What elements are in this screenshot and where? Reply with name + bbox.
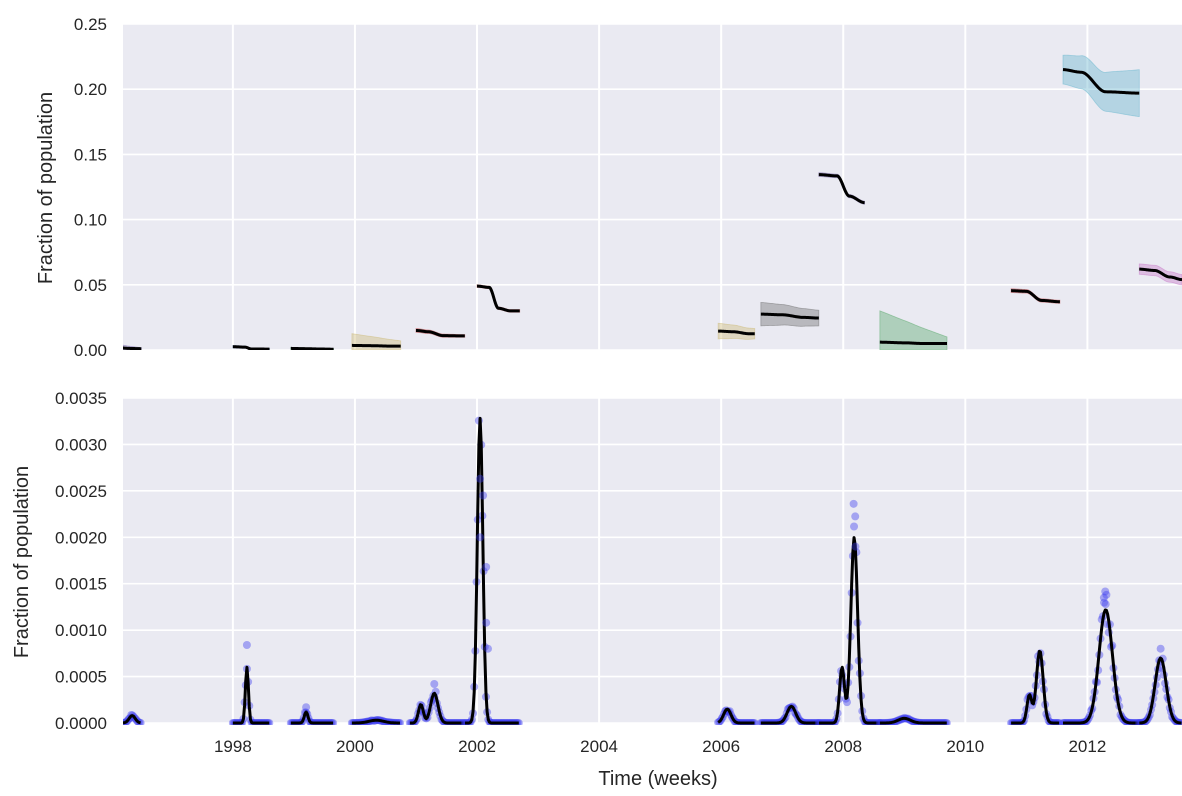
x-axis-label: Time (weeks)	[598, 768, 717, 790]
top-y-tick-label: 0.25	[74, 15, 107, 34]
observed-point	[1101, 600, 1110, 609]
model-line	[464, 416, 520, 725]
top-data-layer	[123, 54, 1182, 350]
observed-point	[476, 384, 484, 392]
top-y-tick-label: 0.00	[74, 341, 107, 360]
top-model-line	[232, 345, 270, 350]
x-tick-label: 1998	[214, 737, 252, 756]
bottom-y-axis-label: Fraction of population	[11, 466, 33, 658]
observed-point	[430, 680, 439, 688]
model-line	[351, 718, 401, 725]
observed-point	[484, 644, 493, 653]
observed-point	[850, 522, 859, 531]
bottom-y-tick-label: 0.0010	[55, 621, 107, 640]
model-line	[1062, 608, 1140, 725]
top-uncertainty-band	[879, 310, 948, 350]
top-model-line	[879, 340, 948, 345]
model-line	[232, 665, 270, 725]
bottom-plot-background	[123, 398, 1182, 723]
x-tick-label: 2012	[1068, 737, 1106, 756]
top-model-line	[1011, 289, 1060, 304]
top-model-line	[1139, 267, 1182, 282]
bottom-y-tick-label: 0.0015	[55, 575, 107, 594]
top-model-line	[351, 343, 401, 348]
top-y-tick-label: 0.05	[74, 276, 107, 295]
top-model-line	[718, 329, 755, 336]
bottom-y-tick-label: 0.0020	[55, 528, 107, 547]
observed-point	[851, 512, 860, 521]
bottom-y-tick-label: 0.0000	[55, 714, 107, 733]
observed-point	[302, 703, 311, 712]
model-line	[879, 716, 948, 725]
bottom-y-tick-label: 0.0025	[55, 482, 107, 501]
model-line	[717, 707, 755, 725]
observed-point	[1156, 644, 1165, 653]
observed-point	[482, 618, 491, 627]
bottom-y-tick-label: 0.0005	[55, 668, 107, 687]
bottom-data-layer	[123, 384, 1182, 725]
observed-point	[842, 698, 851, 707]
top-y-tick-label: 0.15	[74, 145, 107, 164]
model-line	[1138, 656, 1182, 725]
x-tick-label: 2010	[946, 737, 984, 756]
observed-point	[479, 491, 488, 500]
top-model-line	[476, 284, 520, 313]
top-plot-background	[123, 24, 1182, 350]
top-uncertainty-band	[1062, 54, 1140, 118]
observed-point	[476, 474, 485, 483]
model-line	[1010, 649, 1060, 725]
top-model-line	[290, 346, 334, 350]
top-model-line	[818, 173, 865, 205]
observed-point	[1101, 587, 1110, 596]
observed-point	[851, 542, 860, 551]
observed-point	[242, 641, 251, 649]
observed-point	[482, 563, 491, 571]
x-tick-label: 2004	[580, 737, 618, 756]
top-model-line	[1062, 68, 1140, 95]
bottom-y-tick-label: 0.0030	[55, 435, 107, 454]
top-y-tick-label: 0.10	[74, 211, 107, 230]
model-line	[760, 704, 819, 725]
top-model-line	[123, 346, 142, 350]
observed-point	[1100, 598, 1109, 607]
model-line	[123, 714, 141, 725]
model-line	[290, 710, 334, 725]
top-y-axis-label: Fraction of population	[35, 92, 57, 284]
model-line	[818, 536, 881, 725]
top-y-tick-label: 0.20	[74, 80, 107, 99]
x-tick-label: 2006	[702, 737, 740, 756]
bottom-y-tick-label: 0.0035	[55, 389, 107, 408]
x-tick-label: 2008	[824, 737, 862, 756]
model-line	[409, 691, 465, 725]
observed-point	[849, 499, 858, 508]
observed-point	[1102, 590, 1111, 599]
observed-point	[476, 533, 485, 542]
observed-point	[1099, 593, 1108, 602]
top-model-line	[415, 328, 465, 338]
bottom-panel: 0.0000 0.0005 0.0010 0.0015 0.0020 0.0025 0.00…	[55, 384, 1182, 756]
x-tick-label: 2000	[336, 737, 374, 756]
top-panel: 0.00 0.05 0.10 0.15 0.20 0.25	[74, 15, 1182, 360]
top-model-line	[760, 312, 819, 320]
x-tick-label: 2002	[458, 737, 496, 756]
